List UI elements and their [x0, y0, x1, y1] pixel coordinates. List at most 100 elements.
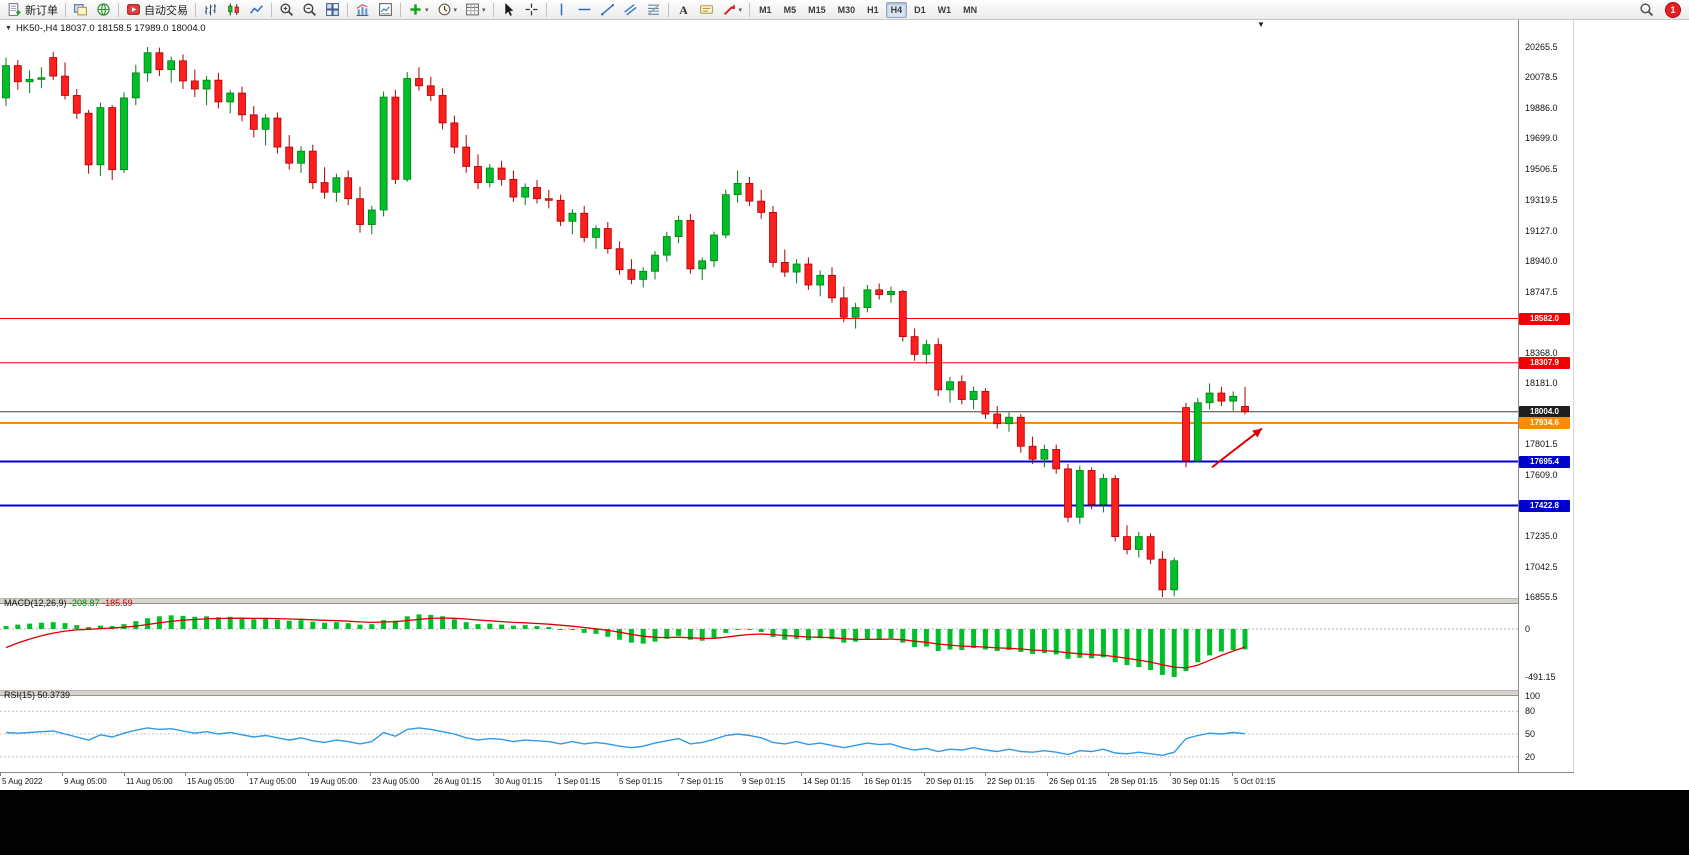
- candle-body: [2, 65, 10, 99]
- chart-window: ▼ HK50-,H4 18037.0 18158.5 17989.0 18004…: [0, 20, 1689, 790]
- timeframe-m1-button[interactable]: M1: [759, 4, 772, 15]
- table-icon: [466, 3, 479, 16]
- community-button[interactable]: [92, 0, 115, 20]
- macd-bar: [475, 624, 481, 629]
- panel-separator[interactable]: [0, 690, 1518, 696]
- macd-bar: [50, 622, 56, 629]
- arrows-tool-button[interactable]: ▾: [718, 0, 747, 20]
- line-chart-mode-button[interactable]: [245, 0, 268, 20]
- macd-label: MACD(12,26,9) -208.87 -185.59: [4, 598, 133, 608]
- time-tick: [185, 773, 186, 776]
- candle-body: [898, 291, 907, 337]
- chart-list-icon: [379, 3, 392, 16]
- macd-bar: [664, 629, 670, 639]
- macd-bar: [333, 622, 339, 629]
- candle-body: [603, 228, 612, 250]
- candle-body: [733, 182, 742, 196]
- macd-bar: [982, 629, 988, 650]
- macd-signal-value: -185.59: [102, 598, 133, 608]
- channel-tool-button[interactable]: [619, 0, 642, 20]
- candle-body: [261, 117, 270, 130]
- macd-main-value: -208.87: [69, 598, 100, 608]
- candle-body: [1134, 536, 1143, 550]
- chart-shift-icon[interactable]: ▼: [1257, 20, 1265, 29]
- tile-windows-button[interactable]: [321, 0, 344, 20]
- bar-chart-mode-button[interactable]: [199, 0, 222, 20]
- toolbar-right: 1: [1635, 0, 1686, 20]
- add-indicator-button[interactable]: ▾: [404, 0, 433, 20]
- cursor-tool-button[interactable]: [497, 0, 520, 20]
- chevron-down-icon: ▾: [738, 6, 743, 14]
- candle-body: [533, 187, 541, 200]
- timeframe-w1-button[interactable]: W1: [937, 4, 952, 15]
- macd-bar: [1089, 629, 1095, 659]
- toolbar-separator: [749, 2, 751, 17]
- crosshair-tool-button[interactable]: [520, 0, 543, 20]
- label-tool-button[interactable]: [695, 0, 718, 20]
- chart-dropdown-icon[interactable]: ▼: [5, 25, 12, 32]
- arrow-annotation-head[interactable]: [1252, 428, 1262, 438]
- candle-body: [190, 80, 199, 90]
- fibonacci-tool-button[interactable]: [642, 0, 665, 20]
- panel-separator[interactable]: [0, 598, 1518, 604]
- candle-body: [792, 263, 801, 273]
- autotrading-button[interactable]: 自动交易: [122, 0, 192, 20]
- macd-bar: [1207, 629, 1213, 656]
- time-label: 9 Sep 01:15: [742, 777, 786, 786]
- search-icon: [1640, 3, 1654, 17]
- timeframe-m5-button[interactable]: M5: [783, 4, 797, 15]
- rsi-panel[interactable]: [0, 696, 1518, 772]
- arrow-annotation[interactable]: [1211, 427, 1263, 469]
- zoom-in-button[interactable]: [275, 0, 298, 20]
- metaeditor-button[interactable]: [69, 0, 92, 20]
- candle-body: [344, 177, 353, 200]
- horizontal-line-tool-button[interactable]: [573, 0, 596, 20]
- data-window-button[interactable]: ▾: [461, 0, 490, 20]
- candle-body: [875, 289, 884, 296]
- timeframe-m30-button[interactable]: M30: [837, 4, 856, 15]
- objects-list-button[interactable]: [374, 0, 397, 20]
- candle-chart-mode-button[interactable]: [222, 0, 245, 20]
- crosshair-icon: [525, 3, 537, 16]
- price-axis[interactable]: 20265.5 20078.5 19886.0 19699.0 19506.5 19319…: [1518, 20, 1574, 772]
- macd-panel[interactable]: [0, 604, 1518, 690]
- timeframe-h1-button[interactable]: H1: [867, 4, 879, 15]
- price-tick: 18181.0: [1525, 378, 1558, 389]
- candlestick-chart[interactable]: [0, 20, 1518, 598]
- chevron-down-icon: ▾: [425, 6, 429, 14]
- candle-body: [167, 60, 176, 71]
- price-tick: 17042.5: [1525, 561, 1558, 572]
- timeframe-mn-button[interactable]: MN: [963, 4, 978, 15]
- macd-bar: [687, 629, 693, 640]
- price-tick: 19319.5: [1525, 194, 1558, 205]
- macd-bar: [227, 616, 233, 629]
- macd-bar: [1053, 629, 1059, 655]
- text-tool-button[interactable]: A: [672, 0, 695, 20]
- period-selector-button[interactable]: ▾: [433, 0, 462, 20]
- plus-green-icon: [410, 4, 421, 15]
- candle-body: [438, 95, 447, 124]
- indicators-button[interactable]: [351, 0, 374, 20]
- time-label: 5 Aug 2022: [2, 777, 43, 786]
- timeframe-d1-button[interactable]: D1: [914, 4, 926, 15]
- zoom-out-button[interactable]: [298, 0, 321, 20]
- time-axis[interactable]: 5 Aug 2022 9 Aug 05:00 11 Aug 05:00 15 Aug …: [0, 772, 1574, 790]
- autotrade-icon: [127, 4, 140, 15]
- macd-scale-tick: -491.15: [1525, 671, 1556, 682]
- timeframe-h4-button[interactable]: H4: [885, 1, 908, 18]
- macd-bar: [971, 629, 977, 649]
- candle-body: [721, 194, 730, 236]
- rsi-line: [5, 727, 1246, 757]
- trendline-tool-button[interactable]: [596, 0, 619, 20]
- macd-bar: [782, 629, 788, 640]
- editor-icon: [74, 4, 87, 16]
- search-button[interactable]: [1635, 0, 1658, 20]
- macd-bar: [581, 629, 587, 633]
- vertical-line-tool-button[interactable]: [550, 0, 573, 20]
- notification-badge[interactable]: 1: [1665, 1, 1681, 18]
- macd-bar: [735, 629, 741, 630]
- new-order-button[interactable]: 新订单: [3, 0, 62, 20]
- timeframe-m15-button[interactable]: M15: [808, 4, 826, 15]
- candle-body: [415, 78, 423, 87]
